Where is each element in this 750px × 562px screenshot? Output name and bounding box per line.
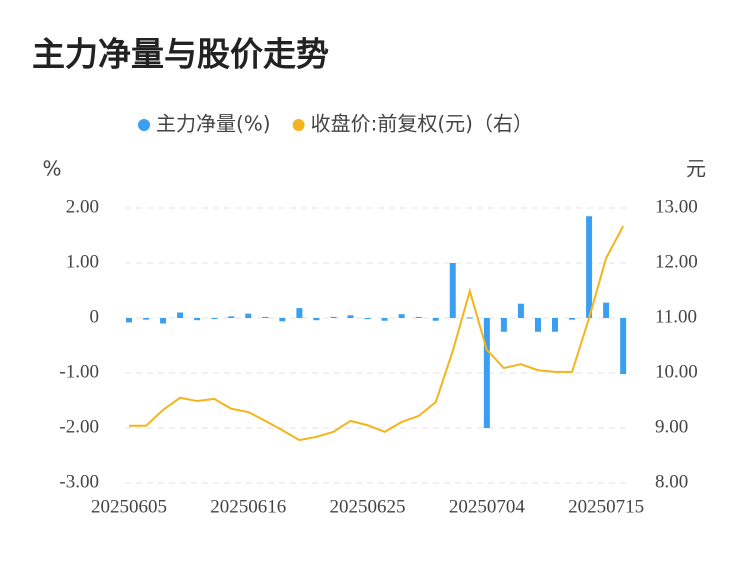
bar	[228, 316, 235, 318]
legend-marker	[138, 119, 150, 131]
x-tick-label: 20250616	[210, 496, 286, 517]
y-tick-label: -1.00	[59, 361, 99, 382]
y-tick-label: 2.00	[66, 196, 99, 217]
bar	[466, 317, 473, 319]
y2-tick-label: 10.00	[655, 361, 698, 382]
bar	[483, 318, 490, 428]
bar	[381, 318, 388, 321]
y2-tick-label: 13.00	[655, 196, 698, 217]
bar	[330, 316, 337, 318]
legend-marker	[292, 119, 305, 131]
y-axis-label: %	[42, 157, 61, 181]
x-tick-label: 20250715	[568, 496, 644, 517]
bar	[364, 318, 371, 320]
bar	[500, 318, 507, 332]
bar	[620, 318, 627, 375]
bar	[296, 308, 303, 318]
bar	[586, 216, 593, 318]
bar	[432, 318, 439, 321]
bar	[279, 318, 286, 322]
bar	[143, 318, 150, 320]
legend-label: 收盘价:前复权(元)（右）	[311, 112, 533, 136]
y-tick-label: -3.00	[59, 471, 99, 492]
x-tick-label: 20250625	[330, 496, 406, 517]
bar	[603, 302, 610, 318]
bar	[211, 318, 218, 319]
bar	[177, 312, 184, 318]
y-tick-label: -2.00	[59, 416, 99, 437]
y2-tick-label: 9.00	[655, 416, 688, 437]
bar	[415, 316, 422, 318]
bar	[552, 318, 558, 332]
bar	[449, 263, 456, 318]
bar	[398, 314, 405, 318]
y-tick-label: 0	[90, 306, 100, 327]
legend: 主力净量(%) 收盘价:前复权(元)（右）	[138, 112, 533, 136]
bar	[194, 318, 201, 321]
bar	[262, 316, 269, 318]
y2-tick-label: 12.00	[655, 251, 698, 272]
y-tick-label: 1.00	[66, 251, 99, 272]
chart-title: 主力净量与股价走势	[32, 35, 329, 74]
y2-tick-label: 11.00	[655, 306, 697, 327]
legend-label: 主力净量(%)	[156, 112, 271, 136]
bar	[313, 318, 320, 321]
x-tick-label: 20250605	[91, 496, 167, 517]
price-line	[129, 225, 625, 442]
bar	[569, 318, 576, 320]
bar	[160, 318, 167, 324]
bar	[126, 318, 132, 323]
bar	[517, 303, 524, 318]
x-tick-label: 20250704	[449, 496, 526, 517]
bar	[347, 315, 354, 318]
y2-tick-label: 8.00	[655, 471, 688, 492]
bar	[534, 318, 541, 332]
bar	[245, 313, 252, 318]
y2-axis-label: 元	[686, 157, 706, 181]
